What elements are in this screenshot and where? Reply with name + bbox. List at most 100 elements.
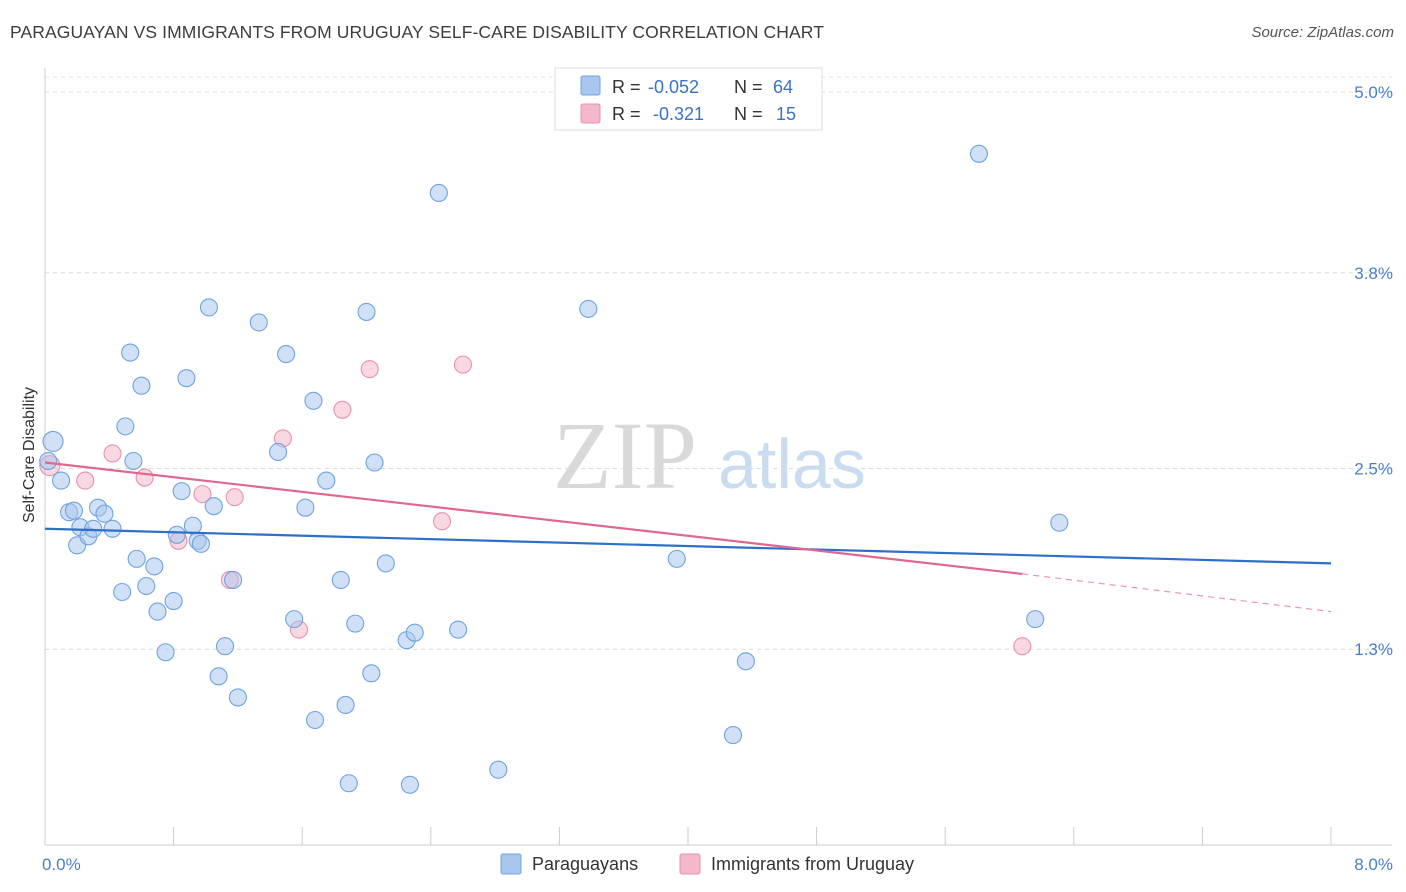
data-point xyxy=(429,183,448,203)
data-point xyxy=(969,144,989,163)
series-immigrants-uruguay-points xyxy=(39,355,1032,656)
data-point xyxy=(360,360,379,379)
data-point xyxy=(148,602,167,621)
correlation-legend: R = -0.052 N = 64 R = -0.321 N = 15 xyxy=(554,67,823,131)
data-point xyxy=(357,302,376,321)
data-point xyxy=(39,451,58,471)
data-point xyxy=(365,453,384,472)
bottom-legend-label-uruguay: Immigrants from Uruguay xyxy=(711,854,914,874)
data-point xyxy=(209,667,228,686)
chart-title: PARAGUAYAN VS IMMIGRANTS FROM URUGUAY SE… xyxy=(10,22,825,42)
trend-line xyxy=(44,461,1023,576)
data-point xyxy=(127,549,146,568)
data-point xyxy=(164,591,183,611)
data-point xyxy=(723,726,743,745)
legend-r-label-2: R = xyxy=(612,104,641,124)
data-point xyxy=(95,504,114,523)
watermark: ZIP atlas xyxy=(553,402,866,509)
gridlines xyxy=(45,76,1392,650)
data-point xyxy=(42,430,64,452)
y-tick-labels: 1.3% 2.5% 3.8% 5.0% xyxy=(1354,83,1393,659)
data-point xyxy=(116,417,135,436)
data-point xyxy=(199,298,219,317)
watermark-atlas: atlas xyxy=(718,425,866,503)
trend-lines xyxy=(44,461,1332,613)
data-point xyxy=(124,451,143,471)
legend-n-label-2: N = xyxy=(734,104,763,124)
data-point xyxy=(1026,610,1045,629)
data-point xyxy=(52,471,71,490)
bottom-legend-label-paraguayans: Paraguayans xyxy=(532,854,638,874)
legend-n-label-1: N = xyxy=(734,77,763,97)
data-point xyxy=(103,444,122,463)
data-point xyxy=(317,471,336,490)
data-point xyxy=(736,652,755,671)
bottom-legend-swatch-uruguay xyxy=(679,853,701,875)
data-point xyxy=(177,369,196,388)
data-point xyxy=(376,554,395,573)
data-point xyxy=(103,519,122,538)
data-point xyxy=(362,664,381,683)
data-point xyxy=(64,501,83,520)
data-point xyxy=(331,570,350,590)
data-point xyxy=(277,345,296,364)
data-point xyxy=(400,775,419,794)
data-point xyxy=(405,623,424,642)
legend-r-label-1: R = xyxy=(612,77,641,97)
trend-line xyxy=(44,527,1332,565)
source-credit: Source: ZipAtlas.com xyxy=(1251,24,1394,41)
data-point xyxy=(346,614,365,633)
watermark-zip: ZIP xyxy=(553,402,697,509)
data-point xyxy=(1013,637,1032,656)
y-tick-label: 1.3% xyxy=(1354,640,1393,659)
data-point xyxy=(204,497,223,516)
data-point xyxy=(137,576,156,596)
y-tick-label: 3.8% xyxy=(1354,264,1393,283)
data-point xyxy=(156,643,175,662)
data-point xyxy=(249,313,268,332)
data-point xyxy=(224,570,243,590)
data-point xyxy=(84,519,103,538)
legend-r-value-2: -0.321 xyxy=(653,104,704,124)
y-tick-label: 5.0% xyxy=(1354,83,1393,102)
legend-swatch-paraguayans xyxy=(580,75,601,96)
x-tick-label: 8.0% xyxy=(1354,855,1393,874)
data-point xyxy=(449,620,468,639)
series-legend: Paraguayans Immigrants from Uruguay xyxy=(500,853,914,875)
data-point xyxy=(339,774,358,793)
data-point xyxy=(285,610,304,629)
legend-n-value-2: 15 xyxy=(776,104,796,124)
data-point xyxy=(453,355,473,374)
trend-line-extension xyxy=(1022,573,1332,613)
data-point xyxy=(336,695,355,715)
data-point xyxy=(306,710,325,730)
data-point xyxy=(76,471,95,490)
data-point xyxy=(135,468,154,487)
y-tick-label: 2.5% xyxy=(1354,460,1393,479)
data-point xyxy=(167,525,186,544)
data-point xyxy=(132,376,151,395)
data-point xyxy=(667,549,686,568)
data-point xyxy=(193,485,212,504)
data-point xyxy=(121,343,140,362)
data-point xyxy=(228,688,247,707)
data-point xyxy=(225,488,244,507)
data-point xyxy=(579,299,598,318)
x-tick-label: 0.0% xyxy=(42,855,81,874)
data-point xyxy=(489,760,508,779)
legend-r-value-1: -0.052 xyxy=(648,77,699,97)
data-point xyxy=(1050,513,1069,532)
data-point xyxy=(296,498,315,517)
data-point xyxy=(191,534,210,553)
data-point xyxy=(113,582,132,602)
data-point xyxy=(269,442,288,462)
bottom-legend-swatch-paraguayans xyxy=(500,853,522,875)
legend-n-value-1: 64 xyxy=(773,77,793,97)
data-point xyxy=(433,512,452,531)
data-point xyxy=(145,557,164,576)
data-point xyxy=(333,400,352,419)
data-point xyxy=(304,391,323,410)
data-point xyxy=(215,637,235,656)
legend-swatch-uruguay xyxy=(580,103,601,124)
